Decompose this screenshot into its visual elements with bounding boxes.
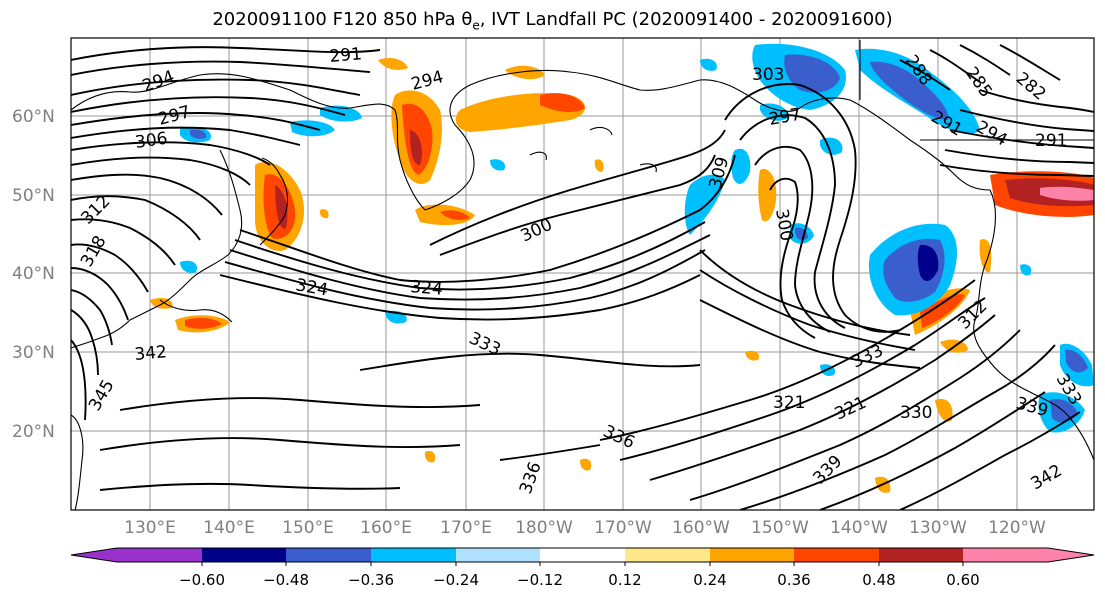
lat-label-30n: 30°N <box>12 343 55 363</box>
theta-e-contours <box>71 44 1094 510</box>
colorbar-cell <box>202 548 286 562</box>
lon-label: 160°E <box>360 518 412 538</box>
lon-label: 150°W <box>751 518 809 538</box>
colorbar-cell <box>540 548 625 562</box>
colorbar-outline <box>70 547 1095 563</box>
lat-label-50n: 50°N <box>12 186 55 206</box>
contour-label: 291 <box>1035 131 1067 151</box>
colorbar-cell <box>1048 548 1094 562</box>
colorbar-tick-label: −0.36 <box>348 571 394 589</box>
colorbar-tick-label: −0.60 <box>179 571 225 589</box>
lon-label: 120°W <box>988 518 1046 538</box>
lon-label: 150°E <box>282 518 334 538</box>
contour-label: 342 <box>134 342 168 365</box>
colorbar-cell <box>625 548 710 562</box>
contour-label: 306 <box>134 129 169 153</box>
lon-label: 180°W <box>515 518 573 538</box>
colorbar: −0.60 −0.48 −0.36 −0.24 −0.12 0.12 0.24 … <box>70 547 1095 589</box>
lon-label: 170°W <box>594 518 652 538</box>
colorbar-tick-label: 0.60 <box>946 571 979 589</box>
colorbar-tick-label: −0.48 <box>263 571 309 589</box>
contour-label: 330 <box>900 403 932 423</box>
colorbar-tick-label: 0.24 <box>693 571 726 589</box>
lat-label-20n: 20°N <box>12 422 55 442</box>
colorbar-cell <box>456 548 540 562</box>
colorbar-tick-label: −0.12 <box>517 571 563 589</box>
lon-label: 170°E <box>440 518 492 538</box>
positive-anomaly-fills <box>150 57 1094 493</box>
colorbar-tick-label: 0.48 <box>862 571 895 589</box>
lat-label-60n: 60°N <box>12 107 55 127</box>
contour-label: 321 <box>773 393 805 413</box>
map-contents: 291 294 294 297 306 312 318 324 324 300 … <box>71 38 1094 510</box>
colorbar-cell <box>117 548 202 562</box>
colorbar-cell <box>794 548 879 562</box>
latitude-labels: 60°N 50°N 40°N 30°N 20°N <box>12 107 55 442</box>
lon-label: 130°E <box>124 518 176 538</box>
longitude-labels: 130°E 140°E 150°E 160°E 170°E 180°W 170°… <box>124 518 1046 538</box>
colorbar-tick-label: 0.36 <box>777 571 810 589</box>
lon-label: 140°E <box>203 518 255 538</box>
contour-label: 324 <box>410 277 444 300</box>
colorbar-cell <box>963 548 1048 562</box>
contour-labels: 291 294 294 297 306 312 318 324 324 300 … <box>77 44 1085 496</box>
lon-label: 140°W <box>830 518 888 538</box>
colorbar-cell <box>371 548 456 562</box>
lat-label-40n: 40°N <box>12 264 55 284</box>
coastlines <box>71 40 1094 510</box>
colorbar-tick-label: −0.24 <box>433 571 479 589</box>
map-title: 2020091100 F120 850 hPa θe, IVT Landfall… <box>212 9 893 33</box>
contour-label: 303 <box>752 65 784 85</box>
lon-label: 130°W <box>909 518 967 538</box>
colorbar-cell <box>710 548 794 562</box>
lon-label: 160°W <box>672 518 730 538</box>
contour-label: 291 <box>329 44 363 67</box>
colorbar-tick-label: 0.12 <box>608 571 641 589</box>
colorbar-cell <box>879 548 963 562</box>
colorbar-cell <box>71 548 117 562</box>
map-border <box>70 37 1095 511</box>
colorbar-cell <box>286 548 371 562</box>
